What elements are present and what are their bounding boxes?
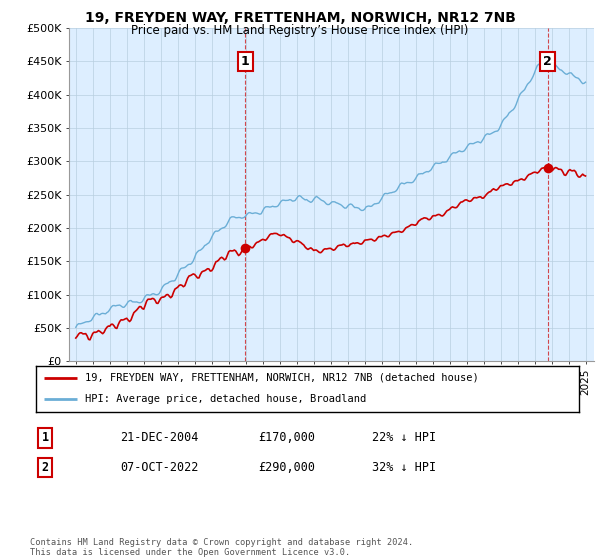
Text: 19, FREYDEN WAY, FRETTENHAM, NORWICH, NR12 7NB (detached house): 19, FREYDEN WAY, FRETTENHAM, NORWICH, NR… [85, 372, 479, 382]
Text: 1: 1 [41, 431, 49, 445]
Text: 22% ↓ HPI: 22% ↓ HPI [372, 431, 436, 445]
Text: 32% ↓ HPI: 32% ↓ HPI [372, 461, 436, 474]
Text: Contains HM Land Registry data © Crown copyright and database right 2024.
This d: Contains HM Land Registry data © Crown c… [30, 538, 413, 557]
Text: £290,000: £290,000 [258, 461, 315, 474]
Text: HPI: Average price, detached house, Broadland: HPI: Average price, detached house, Broa… [85, 394, 366, 404]
Text: 07-OCT-2022: 07-OCT-2022 [120, 461, 199, 474]
Text: Price paid vs. HM Land Registry’s House Price Index (HPI): Price paid vs. HM Land Registry’s House … [131, 24, 469, 36]
Text: 2: 2 [41, 461, 49, 474]
Text: 19, FREYDEN WAY, FRETTENHAM, NORWICH, NR12 7NB: 19, FREYDEN WAY, FRETTENHAM, NORWICH, NR… [85, 11, 515, 25]
Text: 1: 1 [241, 55, 250, 68]
Text: £170,000: £170,000 [258, 431, 315, 445]
Text: 21-DEC-2004: 21-DEC-2004 [120, 431, 199, 445]
Text: 2: 2 [543, 55, 552, 68]
